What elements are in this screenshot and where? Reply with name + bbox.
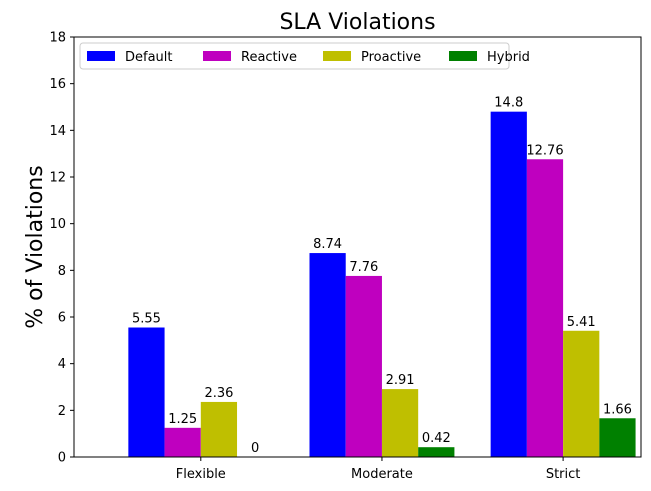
y-tick-label: 10 — [49, 217, 66, 232]
legend-box — [79, 42, 510, 70]
bar-default-strict — [490, 111, 527, 458]
data-label-hybrid-strict: 1.66 — [603, 402, 632, 417]
data-label-proactive-moderate: 2.91 — [386, 373, 415, 388]
legend-label-reactive: Reactive — [241, 50, 297, 65]
data-labels-group: 5.55 8.74 14.8 1.25 7.76 12.76 2.36 2.91 5.41 0 0.… — [132, 96, 632, 456]
bar-reactive-moderate — [345, 275, 382, 457]
y-tick-label: 0 — [58, 451, 66, 466]
bar-hybrid-strict — [599, 418, 636, 457]
legend-label-default: Default — [125, 50, 173, 65]
legend-label-proactive: Proactive — [361, 50, 421, 65]
data-label-default-flexible: 5.55 — [132, 312, 161, 327]
plot-frame — [73, 36, 642, 458]
y-tick-label: 18 — [49, 31, 66, 46]
data-label-hybrid-flexible: 0 — [251, 441, 259, 456]
y-tick-label: 12 — [49, 171, 66, 186]
x-tick-label-moderate: Moderate — [351, 467, 413, 482]
chart-title: SLA Violations — [279, 10, 435, 35]
legend-swatch-proactive — [323, 51, 351, 61]
bar-reactive-strict — [526, 159, 564, 457]
bar-proactive-flexible — [200, 401, 238, 457]
legend: Default Reactive Proactive Hybrid — [79, 42, 530, 70]
y-tick-label: 16 — [49, 77, 66, 92]
data-label-hybrid-moderate: 0.42 — [422, 431, 451, 446]
y-tick-label: 4 — [58, 357, 66, 372]
bar-proactive-strict — [563, 330, 600, 457]
legend-label-hybrid: Hybrid — [487, 50, 530, 65]
data-label-reactive-flexible: 1.25 — [168, 412, 197, 427]
bar-proactive-moderate — [381, 389, 419, 457]
bar-default-flexible — [128, 327, 165, 457]
legend-swatch-default — [87, 51, 115, 61]
bars-group — [128, 111, 636, 458]
data-label-reactive-strict: 12.76 — [526, 143, 563, 158]
bar-reactive-flexible — [164, 427, 201, 457]
x-tick-label-strict: Strict — [546, 467, 581, 482]
x-tick-label-flexible: Flexible — [176, 467, 226, 482]
y-tick-label: 8 — [58, 264, 66, 279]
y-tick-label: 2 — [58, 404, 66, 419]
bar-default-moderate — [309, 253, 346, 457]
y-tick-label: 14 — [49, 124, 66, 139]
legend-swatch-reactive — [203, 51, 231, 61]
data-label-default-moderate: 8.74 — [313, 237, 342, 252]
bar-hybrid-moderate — [418, 447, 455, 457]
data-label-default-strict: 14.8 — [494, 96, 523, 111]
axes-group: 0 2 4 6 8 10 12 14 16 18 Flexible Moderate Strict — [49, 31, 642, 482]
data-label-reactive-moderate: 7.76 — [349, 260, 378, 275]
data-label-proactive-strict: 5.41 — [567, 315, 596, 330]
y-tick-label: 6 — [58, 311, 66, 326]
y-axis-label: % of Violations — [23, 165, 48, 328]
data-label-proactive-flexible: 2.36 — [204, 386, 233, 401]
legend-swatch-hybrid — [449, 51, 477, 61]
